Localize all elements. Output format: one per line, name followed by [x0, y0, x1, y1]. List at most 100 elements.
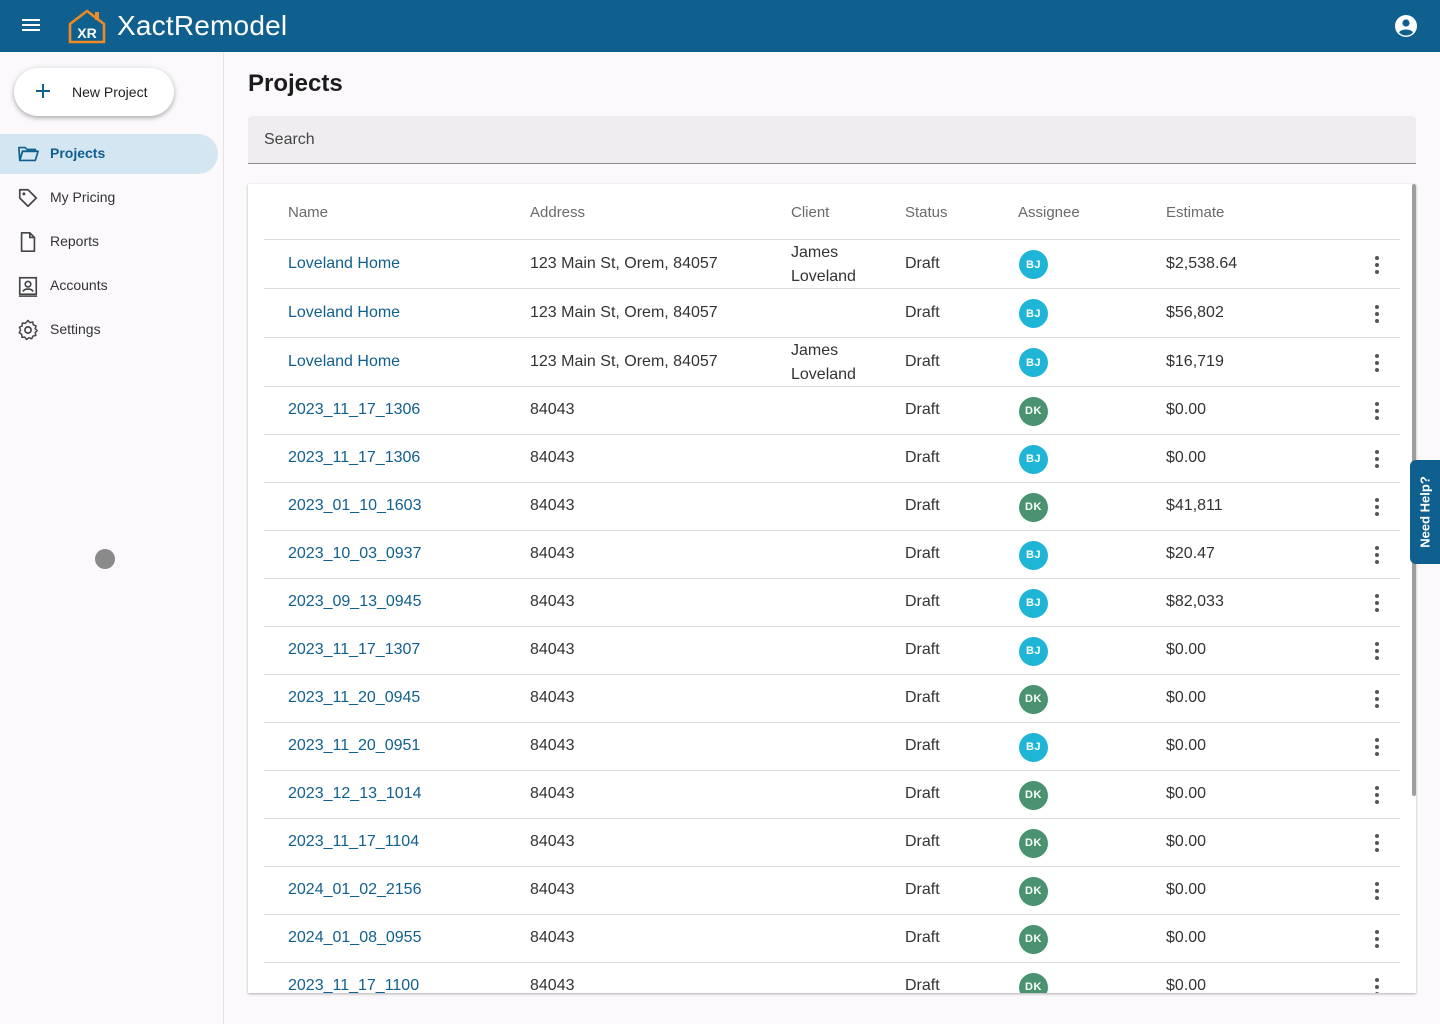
project-name-link[interactable]: 2023_11_20_0951 — [288, 737, 421, 754]
project-name-link[interactable]: 2024_01_08_0955 — [288, 929, 422, 946]
project-status: Draft — [905, 977, 940, 993]
table-header: Name Address Client Status Assignee Esti… — [264, 184, 1400, 240]
table-row[interactable]: 2024_01_08_0955 84043 Draft $0.00 DK — [264, 915, 1400, 963]
more-vert-icon[interactable] — [1367, 253, 1387, 277]
project-status: Draft — [905, 833, 940, 850]
project-name-link[interactable]: 2023_11_17_1307 — [288, 641, 421, 658]
assignee-avatar: DK — [1019, 828, 1048, 858]
assignee-avatar: BJ — [1019, 348, 1048, 377]
project-address: 84043 — [530, 785, 575, 802]
assignee-avatar: DK — [1019, 492, 1048, 522]
table-row[interactable]: 2023_11_17_1307 84043 Draft $0.00 BJ — [264, 627, 1400, 675]
app-title: XactRemodel — [117, 10, 288, 41]
project-name-link[interactable]: 2023_12_13_1014 — [288, 785, 422, 802]
project-name-link[interactable]: 2023_09_13_0945 — [288, 593, 422, 610]
project-status: Draft — [905, 785, 940, 802]
project-client: James Loveland — [791, 341, 856, 383]
column-header-status[interactable]: Status — [905, 204, 948, 221]
table-row[interactable]: 2023_01_10_1603 84043 Draft $41,811 DK — [264, 483, 1400, 531]
project-name-link[interactable]: 2023_11_17_1100 — [288, 977, 420, 993]
more-vert-icon[interactable] — [1367, 543, 1387, 567]
sidebar-item-label: My Pricing — [50, 189, 116, 205]
assignee-avatar: BJ — [1019, 588, 1048, 618]
new-project-button[interactable]: New Project — [14, 68, 174, 116]
table-row[interactable]: Loveland Home 123 Main St, Orem, 84057 Dra… — [264, 289, 1400, 338]
project-name-link[interactable]: Loveland Home — [288, 352, 401, 370]
project-address: 123 Main St, Orem, 84057 — [530, 303, 718, 321]
project-name-link[interactable]: 2023_11_17_1104 — [288, 833, 420, 850]
hamburger-menu-icon[interactable] — [22, 16, 46, 36]
table-row[interactable]: 2023_11_17_1104 84043 Draft $0.00 DK — [264, 819, 1400, 867]
sidebar-item-reports[interactable]: Reports — [0, 222, 218, 262]
sidebar-item-my-pricing[interactable]: My Pricing — [0, 178, 218, 218]
more-vert-icon[interactable] — [1367, 639, 1387, 663]
account-box-icon — [18, 276, 38, 297]
project-address: 123 Main St, Orem, 84057 — [530, 352, 718, 370]
project-estimate: $0.00 — [1166, 737, 1207, 754]
more-vert-icon[interactable] — [1367, 735, 1387, 759]
table-row[interactable]: 2023_12_13_1014 84043 Draft $0.00 DK — [264, 771, 1400, 819]
sidebar-item-settings[interactable]: Settings — [0, 310, 218, 350]
table-row[interactable]: 2023_11_20_0945 84043 Draft $0.00 DK — [264, 675, 1400, 723]
need-help-tab[interactable]: Need Help? — [1410, 460, 1440, 564]
project-name-link[interactable]: 2023_11_17_1306 — [288, 401, 421, 418]
project-address: 84043 — [530, 401, 575, 418]
app-bar: XR XactRemodel — [0, 0, 1440, 52]
project-estimate: $0.00 — [1166, 689, 1207, 706]
table-row[interactable]: 2023_10_03_0937 84043 Draft $20.47 BJ — [264, 531, 1400, 579]
more-vert-icon[interactable] — [1367, 447, 1387, 471]
column-header-estimate[interactable]: Estimate — [1166, 204, 1225, 221]
table-row[interactable]: 2023_11_20_0951 84043 Draft $0.00 BJ — [264, 723, 1400, 771]
sidebar-item-label: Settings — [50, 321, 101, 337]
search-input[interactable] — [248, 116, 1416, 163]
project-status: Draft — [905, 449, 940, 466]
sidebar-item-accounts[interactable]: Accounts — [0, 266, 218, 306]
table-row[interactable]: 2023_11_17_1306 84043 Draft $0.00 BJ — [264, 435, 1400, 483]
project-estimate: $0.00 — [1166, 929, 1207, 946]
account-circle-icon[interactable] — [1394, 14, 1418, 38]
project-name-link[interactable]: Loveland Home — [288, 303, 401, 321]
more-vert-icon[interactable] — [1367, 975, 1387, 993]
more-vert-icon[interactable] — [1367, 927, 1387, 951]
more-vert-icon[interactable] — [1367, 302, 1387, 326]
column-header-client[interactable]: Client — [791, 204, 830, 221]
more-vert-icon[interactable] — [1367, 879, 1387, 903]
app-logo: XR — [68, 9, 106, 44]
sidebar-item-projects[interactable]: Projects — [0, 134, 218, 174]
column-header-address[interactable]: Address — [530, 204, 586, 221]
table-row[interactable]: 2023_11_17_1100 84043 Draft $0.00 DK — [264, 963, 1400, 993]
more-vert-icon[interactable] — [1367, 687, 1387, 711]
page-title: Projects — [248, 70, 343, 97]
project-name-link[interactable]: 2023_11_20_0945 — [288, 689, 421, 706]
project-name-link[interactable]: 2023_10_03_0937 — [288, 545, 422, 562]
plus-icon — [36, 84, 50, 98]
project-name-link[interactable]: 2023_11_17_1306 — [288, 449, 421, 466]
document-icon — [20, 232, 36, 252]
column-header-name[interactable]: Name — [288, 204, 329, 221]
loading-indicator — [95, 549, 115, 569]
assignee-avatar: DK — [1019, 876, 1048, 906]
more-vert-icon[interactable] — [1367, 831, 1387, 855]
project-estimate: $56,802 — [1166, 303, 1224, 321]
project-name-link[interactable]: 2024_01_02_2156 — [288, 881, 422, 898]
assignee-avatar: BJ — [1019, 540, 1048, 570]
project-status: Draft — [905, 497, 940, 514]
more-vert-icon[interactable] — [1367, 399, 1387, 423]
table-row[interactable]: 2023_09_13_0945 84043 Draft $82,033 BJ — [264, 579, 1400, 627]
project-estimate: $0.00 — [1166, 641, 1207, 658]
project-estimate: $16,719 — [1166, 352, 1224, 370]
table-row[interactable]: Loveland Home 123 Main St, Orem, 84057 Jam… — [264, 338, 1400, 387]
more-vert-icon[interactable] — [1367, 783, 1387, 807]
project-name-link[interactable]: 2023_01_10_1603 — [288, 497, 422, 514]
table-row[interactable]: Loveland Home 123 Main St, Orem, 84057 Jam… — [264, 240, 1400, 289]
project-estimate: $0.00 — [1166, 785, 1207, 802]
project-name-link[interactable]: Loveland Home — [288, 254, 401, 272]
more-vert-icon[interactable] — [1367, 495, 1387, 519]
assignee-avatar: BJ — [1019, 444, 1048, 474]
table-row[interactable]: 2023_11_17_1306 84043 Draft $0.00 DK — [264, 387, 1400, 435]
table-row[interactable]: 2024_01_02_2156 84043 Draft $0.00 DK — [264, 867, 1400, 915]
column-header-assignee[interactable]: Assignee — [1018, 204, 1080, 221]
more-vert-icon[interactable] — [1367, 351, 1387, 375]
assignee-avatar: BJ — [1019, 299, 1048, 328]
more-vert-icon[interactable] — [1367, 591, 1387, 615]
